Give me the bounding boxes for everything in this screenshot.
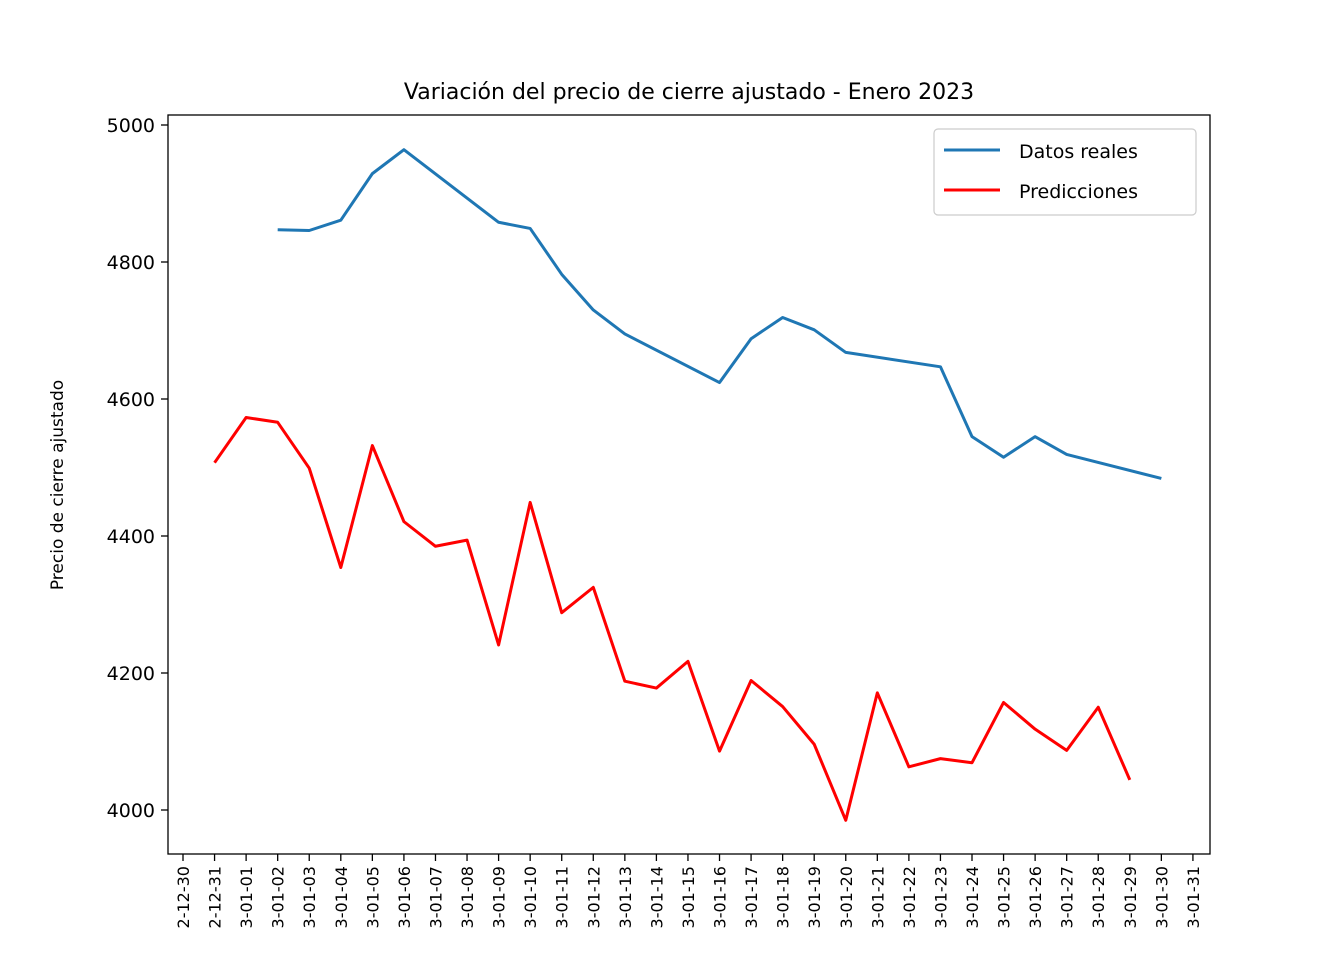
y-tick-label: 4400 <box>107 526 155 548</box>
x-tick-label: 3-01-01 <box>237 866 256 928</box>
x-tick-label: 3-01-31 <box>1184 866 1203 928</box>
plot-area-frame <box>167 114 1211 855</box>
x-tick-label: 3-01-11 <box>553 866 572 928</box>
y-tick-label: 5000 <box>107 115 155 137</box>
x-tick-label: 3-01-02 <box>269 866 288 928</box>
x-tick-label: 3-01-13 <box>616 866 635 928</box>
x-tick-label: 3-01-07 <box>426 866 445 928</box>
x-tick-label: 3-01-19 <box>805 866 824 928</box>
x-tick-label: 3-01-17 <box>742 866 761 928</box>
x-tick-label: 3-01-24 <box>963 866 982 928</box>
x-tick-label: 3-01-23 <box>931 866 950 928</box>
x-tick-label: 3-01-25 <box>995 866 1014 928</box>
x-tick-label: 3-01-30 <box>1152 866 1171 928</box>
x-tick-label: 3-01-08 <box>458 866 477 928</box>
x-tick-label: 3-01-29 <box>1121 866 1140 928</box>
chart-title: Variación del precio de cierre ajustado … <box>404 80 974 105</box>
x-tick-label: 3-01-22 <box>900 866 919 928</box>
x-tick-label: 3-01-21 <box>868 866 887 928</box>
x-tick-label: 3-01-26 <box>1026 866 1045 928</box>
x-tick-label: 3-01-14 <box>647 866 666 928</box>
series-line-0 <box>277 148 1162 480</box>
x-tick-label: 3-01-10 <box>521 866 540 928</box>
x-tick-label: 3-01-27 <box>1058 866 1077 928</box>
y-tick-label: 4800 <box>107 252 155 274</box>
x-tick-label: 3-01-05 <box>363 866 382 928</box>
x-tick-label: 2-12-30 <box>174 866 193 928</box>
x-axis: 2-12-30 2-12-31 3-01-01 3-01-02 3-01-03 3-01-… <box>174 854 1203 928</box>
y-axis-label: Precio de cierre ajustado <box>48 380 68 590</box>
x-tick-label: 3-01-28 <box>1089 866 1108 928</box>
y-tick-label: 4000 <box>107 800 155 822</box>
x-tick-label: 3-01-12 <box>584 866 603 928</box>
x-tick-label: 3-01-03 <box>300 866 319 928</box>
x-tick-label: 2-12-31 <box>206 866 225 928</box>
x-tick-label: 3-01-16 <box>711 866 730 928</box>
legend-label-datos-reales: Datos reales <box>1019 141 1138 163</box>
legend: Datos reales Predicciones <box>933 128 1197 216</box>
series-line-1 <box>213 415 1132 822</box>
y-tick-label: 4600 <box>107 389 155 411</box>
x-tick-label: 3-01-09 <box>490 866 509 928</box>
x-tick-label: 3-01-20 <box>837 866 856 928</box>
y-tick-label: 4200 <box>107 663 155 685</box>
legend-label-predicciones: Predicciones <box>1019 181 1138 203</box>
x-tick-label: 3-01-15 <box>679 866 698 928</box>
x-tick-label: 3-01-06 <box>395 866 414 928</box>
x-tick-label: 3-01-04 <box>332 866 351 928</box>
x-tick-label: 3-01-18 <box>774 866 793 928</box>
y-axis: 4000 4200 4400 4600 4800 5000 <box>107 115 168 822</box>
series-lines <box>213 148 1162 822</box>
